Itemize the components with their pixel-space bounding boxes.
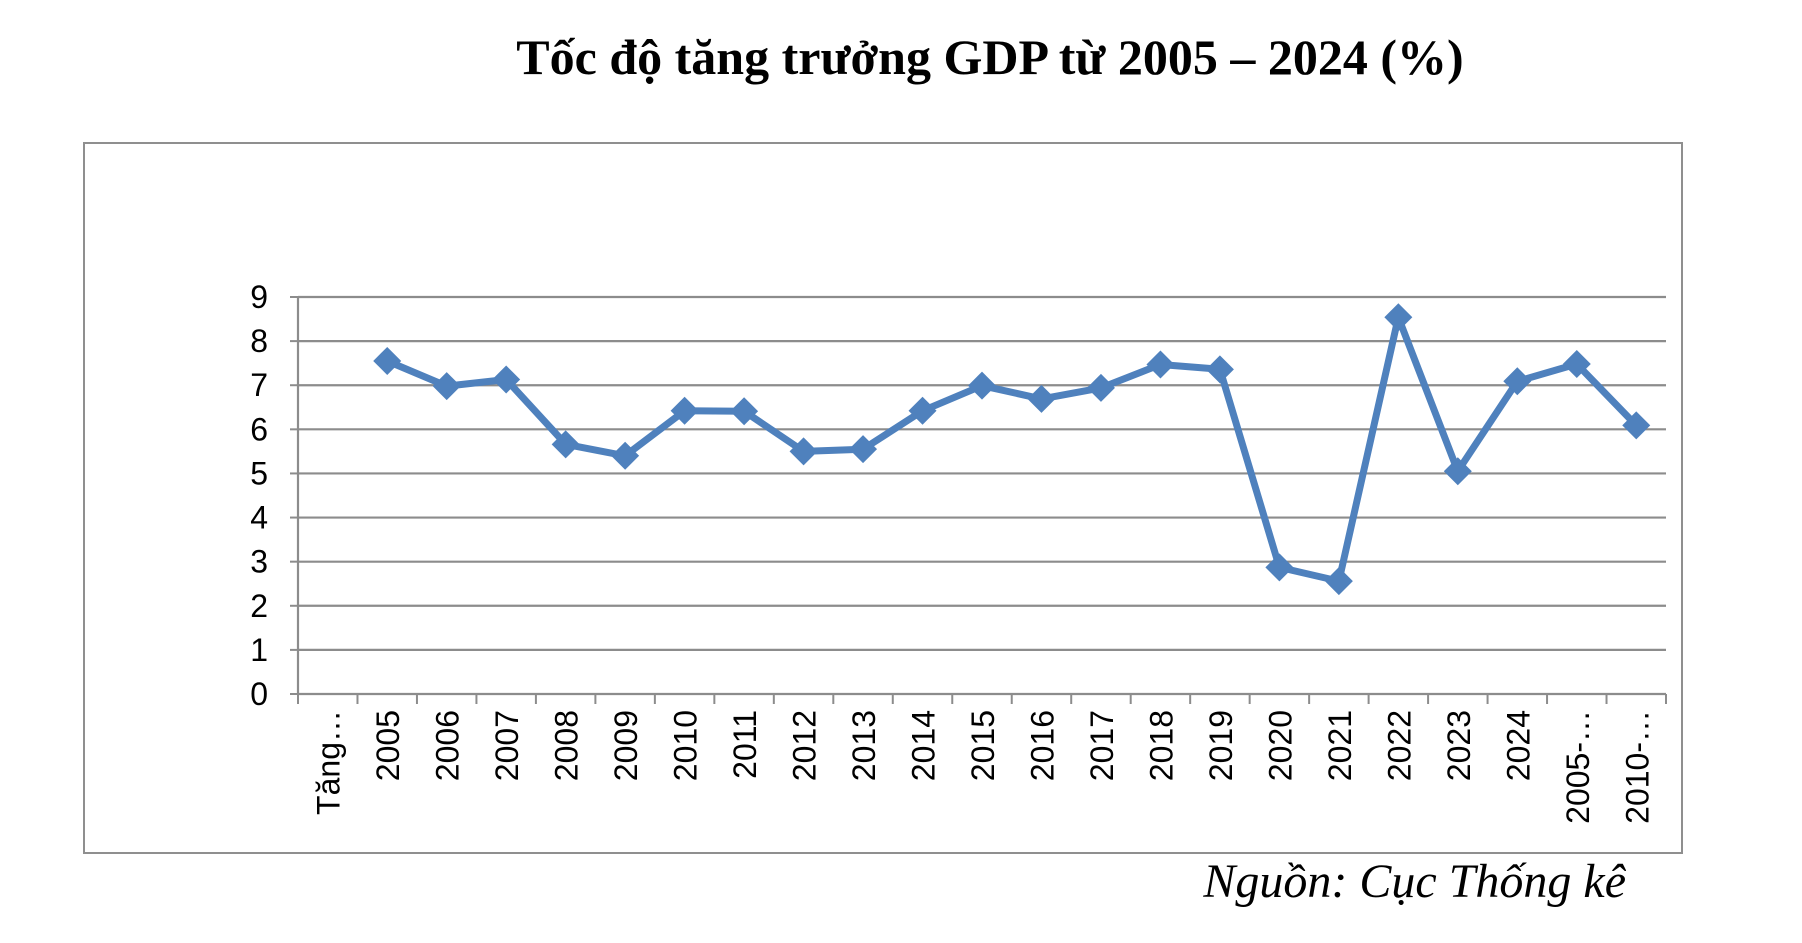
data-point-2010-… <box>1622 411 1651 440</box>
x-tick-label: 2018 <box>1143 710 1179 781</box>
plot-frame <box>83 142 1683 854</box>
y-tick-label: 2 <box>250 588 268 624</box>
data-point-2008 <box>551 430 580 459</box>
axes <box>290 296 1667 704</box>
data-point-2013 <box>849 435 878 464</box>
x-tick-label: 2020 <box>1262 710 1298 781</box>
data-point-2021 <box>1324 567 1353 596</box>
source-note: Nguồn: Cục Thống kê <box>1203 855 1626 908</box>
data-point-2016 <box>1027 384 1056 413</box>
data-point-2014 <box>908 396 937 425</box>
x-tick-label: 2017 <box>1084 710 1120 781</box>
data-point-2024 <box>1503 367 1532 396</box>
y-tick-label: 0 <box>250 676 268 712</box>
x-tick-label: 2009 <box>608 710 644 781</box>
y-tick-label: 1 <box>250 632 268 668</box>
x-tick-label: 2016 <box>1024 710 1060 781</box>
x-tick-label: 2024 <box>1500 710 1536 781</box>
x-tick-label: 2011 <box>727 710 763 779</box>
series-line-0 <box>383 313 1640 585</box>
y-tick-label: 4 <box>250 500 268 536</box>
y-tick-label: 9 <box>250 279 268 315</box>
x-tick-label: 2008 <box>549 710 585 781</box>
x-tick-label: 2006 <box>430 710 466 781</box>
data-point-2012 <box>789 437 818 466</box>
y-axis-tick-labels: 0 1 2 3 4 5 6 7 8 9 <box>250 279 268 712</box>
data-point-2018 <box>1146 350 1175 379</box>
y-tick-label: 6 <box>250 411 268 447</box>
x-tick-label: 2007 <box>489 710 525 781</box>
x-tick-label: 2015 <box>965 710 1001 781</box>
x-tick-label: 2005-… <box>1560 710 1596 824</box>
data-point-2022 <box>1384 303 1413 332</box>
y-tick-label: 3 <box>250 544 268 580</box>
data-point-2005-… <box>1562 350 1591 379</box>
x-tick-label: 2012 <box>787 710 823 781</box>
data-point-2009 <box>611 441 640 470</box>
y-tick-label: 5 <box>250 455 268 491</box>
x-tick-label: 2010-… <box>1619 710 1655 824</box>
data-point-2010 <box>670 396 699 425</box>
x-tick-label: 2019 <box>1203 710 1239 781</box>
data-point-2011 <box>730 397 759 426</box>
data-point-2015 <box>968 371 996 400</box>
y-tick-label: 7 <box>250 367 268 403</box>
y-tick-label: 8 <box>250 323 268 359</box>
data-point-2017 <box>1086 373 1115 402</box>
x-tick-label: 2022 <box>1381 710 1417 781</box>
x-tick-label: 2010 <box>668 710 704 781</box>
data-point-2023 <box>1443 457 1472 486</box>
data-point-2019 <box>1205 355 1234 384</box>
x-tick-label: 2023 <box>1441 710 1477 781</box>
x-tick-label: 2014 <box>906 710 942 781</box>
data-point-2020 <box>1265 553 1294 582</box>
x-tick-label: 2021 <box>1322 710 1358 781</box>
x-axis-tick-labels: Tăng… 2005 2006 2007 2008 2009 2010 2011 2012 201… <box>311 710 1656 824</box>
data-point-2006 <box>432 372 461 401</box>
data-point-2005 <box>373 346 402 375</box>
series <box>373 303 1651 596</box>
data-point-2007 <box>492 365 521 394</box>
x-tick-label: 2013 <box>846 710 882 781</box>
x-tick-label: 2005 <box>370 710 406 781</box>
x-tick-label: Tăng… <box>311 710 347 815</box>
chart-title: Tốc độ tăng trưởng GDP từ 2005 – 2024 (%… <box>516 29 1464 85</box>
